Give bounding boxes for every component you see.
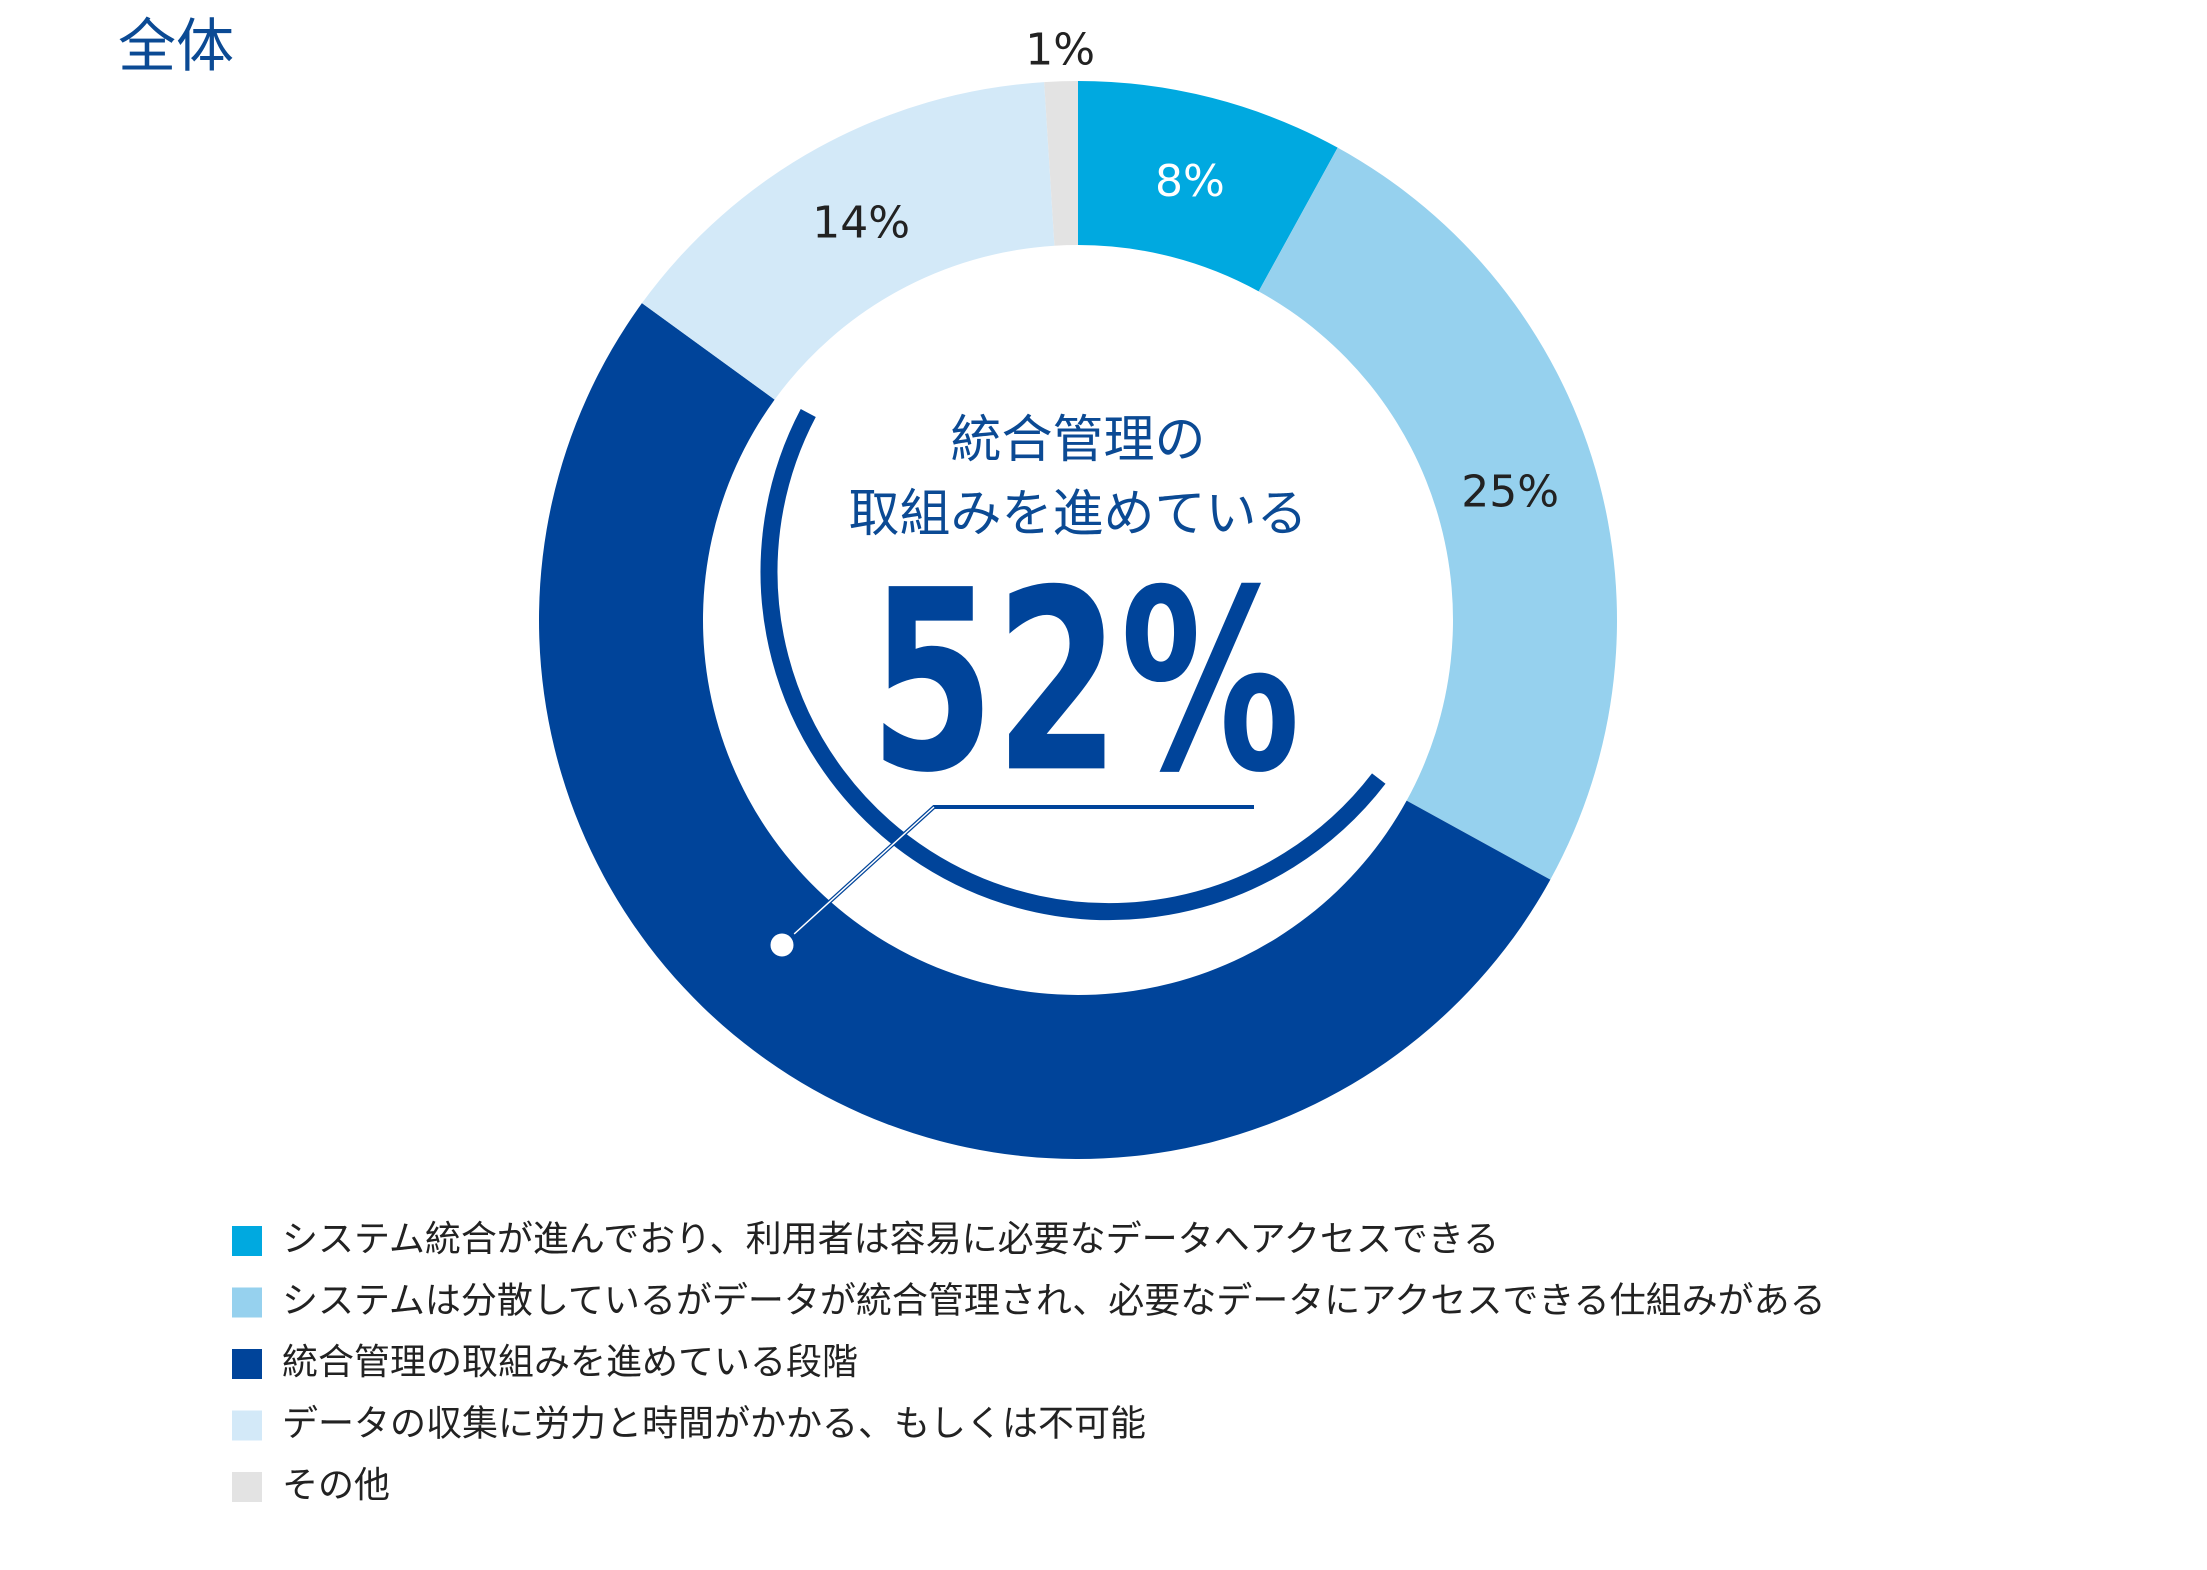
data-label: 25% — [1461, 466, 1559, 517]
leader-dot — [765, 928, 799, 962]
legend-label: 統合管理の取組みを進めている段階 — [282, 1342, 858, 1383]
slice — [641, 82, 1055, 400]
data-label: 14% — [812, 198, 910, 249]
legend-swatch — [232, 1287, 262, 1318]
legend-swatch — [232, 1349, 262, 1379]
legend-label: システム統合が進んでおり、利用者は容易に必要なデータへアクセスできる — [282, 1219, 1499, 1260]
data-label: 1% — [1025, 24, 1095, 75]
legend-label: その他 — [282, 1465, 390, 1506]
legend-swatch — [232, 1410, 262, 1441]
slice — [1258, 147, 1617, 880]
decor-arc — [760, 409, 1386, 921]
leader-line-inner — [781, 806, 935, 946]
slice — [1044, 81, 1078, 246]
center-text: 取組みを進めている — [848, 485, 1307, 544]
slice — [1078, 81, 1338, 292]
center-value: 52% — [870, 538, 1301, 828]
chart-title: 全体 — [118, 12, 234, 80]
data-label: 8% — [1155, 156, 1225, 207]
legend-swatch — [232, 1472, 262, 1502]
legend-label: データの収集に労力と時間がかかる、もしくは不可能 — [282, 1404, 1146, 1445]
center-text: 統合管理の — [950, 411, 1205, 470]
legend-label: システムは分散しているがデータが統合管理され、必要なデータにアクセスできる仕組み… — [282, 1281, 1826, 1322]
legend-swatch — [232, 1226, 262, 1256]
